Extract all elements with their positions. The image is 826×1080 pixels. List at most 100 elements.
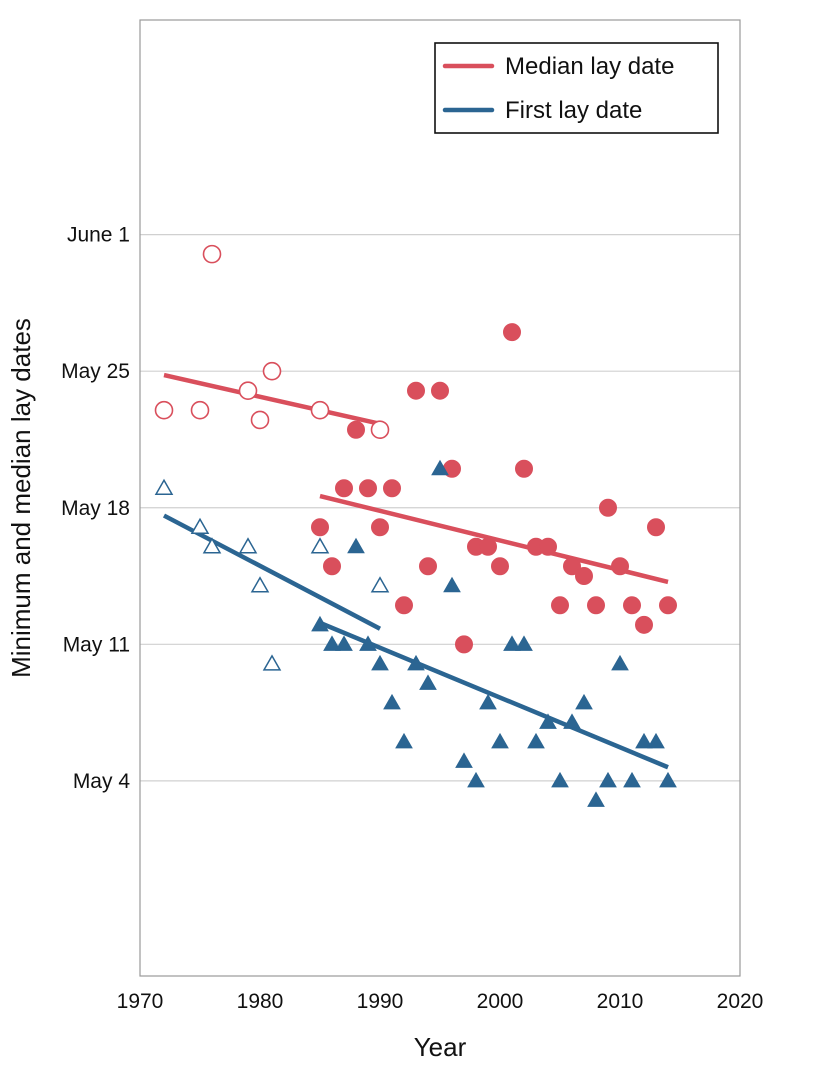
x-tick-label: 2000 bbox=[477, 990, 524, 1013]
first-point-open bbox=[262, 654, 282, 671]
median-point-filled bbox=[383, 479, 401, 498]
trend-line bbox=[162, 513, 382, 631]
first-point-filled bbox=[407, 654, 425, 671]
y-tick-label: May 11 bbox=[63, 633, 130, 656]
y-tick-label: May 4 bbox=[73, 770, 131, 793]
data-points bbox=[154, 244, 677, 807]
median-point-filled bbox=[491, 557, 509, 576]
median-point-filled bbox=[539, 537, 557, 556]
x-axis-title: Year bbox=[414, 1032, 467, 1062]
first-point-open bbox=[154, 478, 174, 495]
median-point-filled bbox=[407, 381, 425, 400]
first-point-filled bbox=[347, 537, 365, 554]
first-point-filled bbox=[371, 654, 389, 671]
first-point-filled bbox=[323, 635, 341, 651]
median-point-open bbox=[190, 400, 210, 420]
legend-label-first: First lay date bbox=[505, 97, 642, 124]
legend-box bbox=[434, 42, 719, 134]
first-point-filled bbox=[599, 771, 617, 788]
median-point-filled bbox=[551, 596, 569, 615]
median-point-filled bbox=[431, 381, 449, 400]
first-point-filled bbox=[515, 635, 533, 651]
first-point-filled bbox=[647, 732, 665, 749]
first-point-filled bbox=[455, 752, 473, 768]
gridlines bbox=[140, 234, 740, 782]
x-tick-label: 2010 bbox=[597, 990, 644, 1013]
y-tick-label: May 25 bbox=[61, 360, 130, 383]
plot-frame bbox=[139, 19, 741, 977]
first-point-filled bbox=[395, 732, 413, 749]
median-point-filled bbox=[563, 557, 581, 576]
median-point-filled bbox=[311, 518, 329, 537]
median-point-filled bbox=[335, 479, 353, 498]
first-point-filled bbox=[527, 732, 545, 749]
first-point-filled bbox=[443, 576, 461, 593]
median-point-filled bbox=[635, 615, 653, 634]
first-point-filled bbox=[383, 693, 401, 710]
first-point-open bbox=[190, 517, 210, 535]
median-point-filled bbox=[419, 557, 437, 576]
median-point-open bbox=[262, 361, 282, 381]
first-point-filled bbox=[479, 693, 497, 710]
x-tick-label: 1990 bbox=[357, 990, 404, 1013]
first-point-filled bbox=[359, 635, 377, 651]
first-point-filled bbox=[503, 635, 521, 651]
first-point-filled bbox=[551, 771, 569, 788]
median-point-filled bbox=[659, 596, 677, 615]
y-tick-label: May 18 bbox=[61, 497, 130, 520]
median-point-filled bbox=[371, 518, 389, 537]
median-point-filled bbox=[395, 596, 413, 615]
first-point-filled bbox=[467, 771, 485, 788]
median-point-open bbox=[154, 400, 174, 420]
median-point-filled bbox=[359, 479, 377, 498]
y-tick-label: June 1 bbox=[67, 224, 130, 247]
trend-line bbox=[319, 620, 669, 770]
first-point-filled bbox=[587, 791, 605, 807]
median-point-filled bbox=[515, 459, 533, 478]
y-axis-title: Minimum and median lay dates bbox=[6, 318, 36, 678]
first-point-filled bbox=[335, 635, 353, 651]
median-point-filled bbox=[647, 518, 665, 537]
median-point-filled bbox=[587, 596, 605, 615]
median-point-filled bbox=[503, 323, 521, 342]
first-point-filled bbox=[563, 713, 581, 729]
legend: Median lay date First lay date bbox=[434, 42, 719, 134]
first-point-filled bbox=[419, 674, 437, 690]
median-point-filled bbox=[347, 420, 365, 439]
first-point-open bbox=[202, 537, 222, 554]
first-point-open bbox=[250, 576, 270, 593]
legend-label-median: Median lay date bbox=[505, 53, 674, 80]
first-point-open bbox=[370, 576, 390, 593]
median-point-open bbox=[202, 244, 222, 264]
first-point-filled bbox=[491, 732, 509, 749]
x-tick-label: 1970 bbox=[117, 990, 164, 1013]
first-point-open bbox=[238, 537, 258, 554]
first-point-filled bbox=[659, 771, 677, 788]
first-point-filled bbox=[539, 713, 557, 729]
first-point-open bbox=[310, 537, 330, 554]
first-point-filled bbox=[611, 654, 629, 671]
median-point-filled bbox=[611, 557, 629, 576]
median-point-open bbox=[310, 400, 330, 420]
trend-line bbox=[163, 372, 381, 427]
trend-lines bbox=[162, 372, 669, 770]
tick-labels: May 4 May 11 May 18 May 25 June 1 1970 1980 199… bbox=[61, 224, 763, 1013]
x-tick-label: 1980 bbox=[237, 990, 284, 1013]
median-point-open bbox=[250, 410, 270, 430]
median-point-filled bbox=[575, 567, 593, 586]
trend-line bbox=[319, 493, 669, 585]
median-point-open bbox=[238, 381, 258, 400]
median-point-filled bbox=[599, 498, 617, 517]
first-point-filled bbox=[635, 732, 653, 749]
median-point-filled bbox=[455, 635, 473, 654]
first-point-filled bbox=[311, 615, 329, 632]
median-point-filled bbox=[323, 557, 341, 576]
median-point-open bbox=[370, 420, 390, 440]
first-point-filled bbox=[431, 459, 449, 476]
median-point-filled bbox=[479, 537, 497, 556]
x-tick-label: 2020 bbox=[717, 990, 764, 1013]
median-point-filled bbox=[623, 596, 641, 615]
first-point-filled bbox=[575, 693, 593, 710]
first-point-filled bbox=[623, 771, 641, 788]
